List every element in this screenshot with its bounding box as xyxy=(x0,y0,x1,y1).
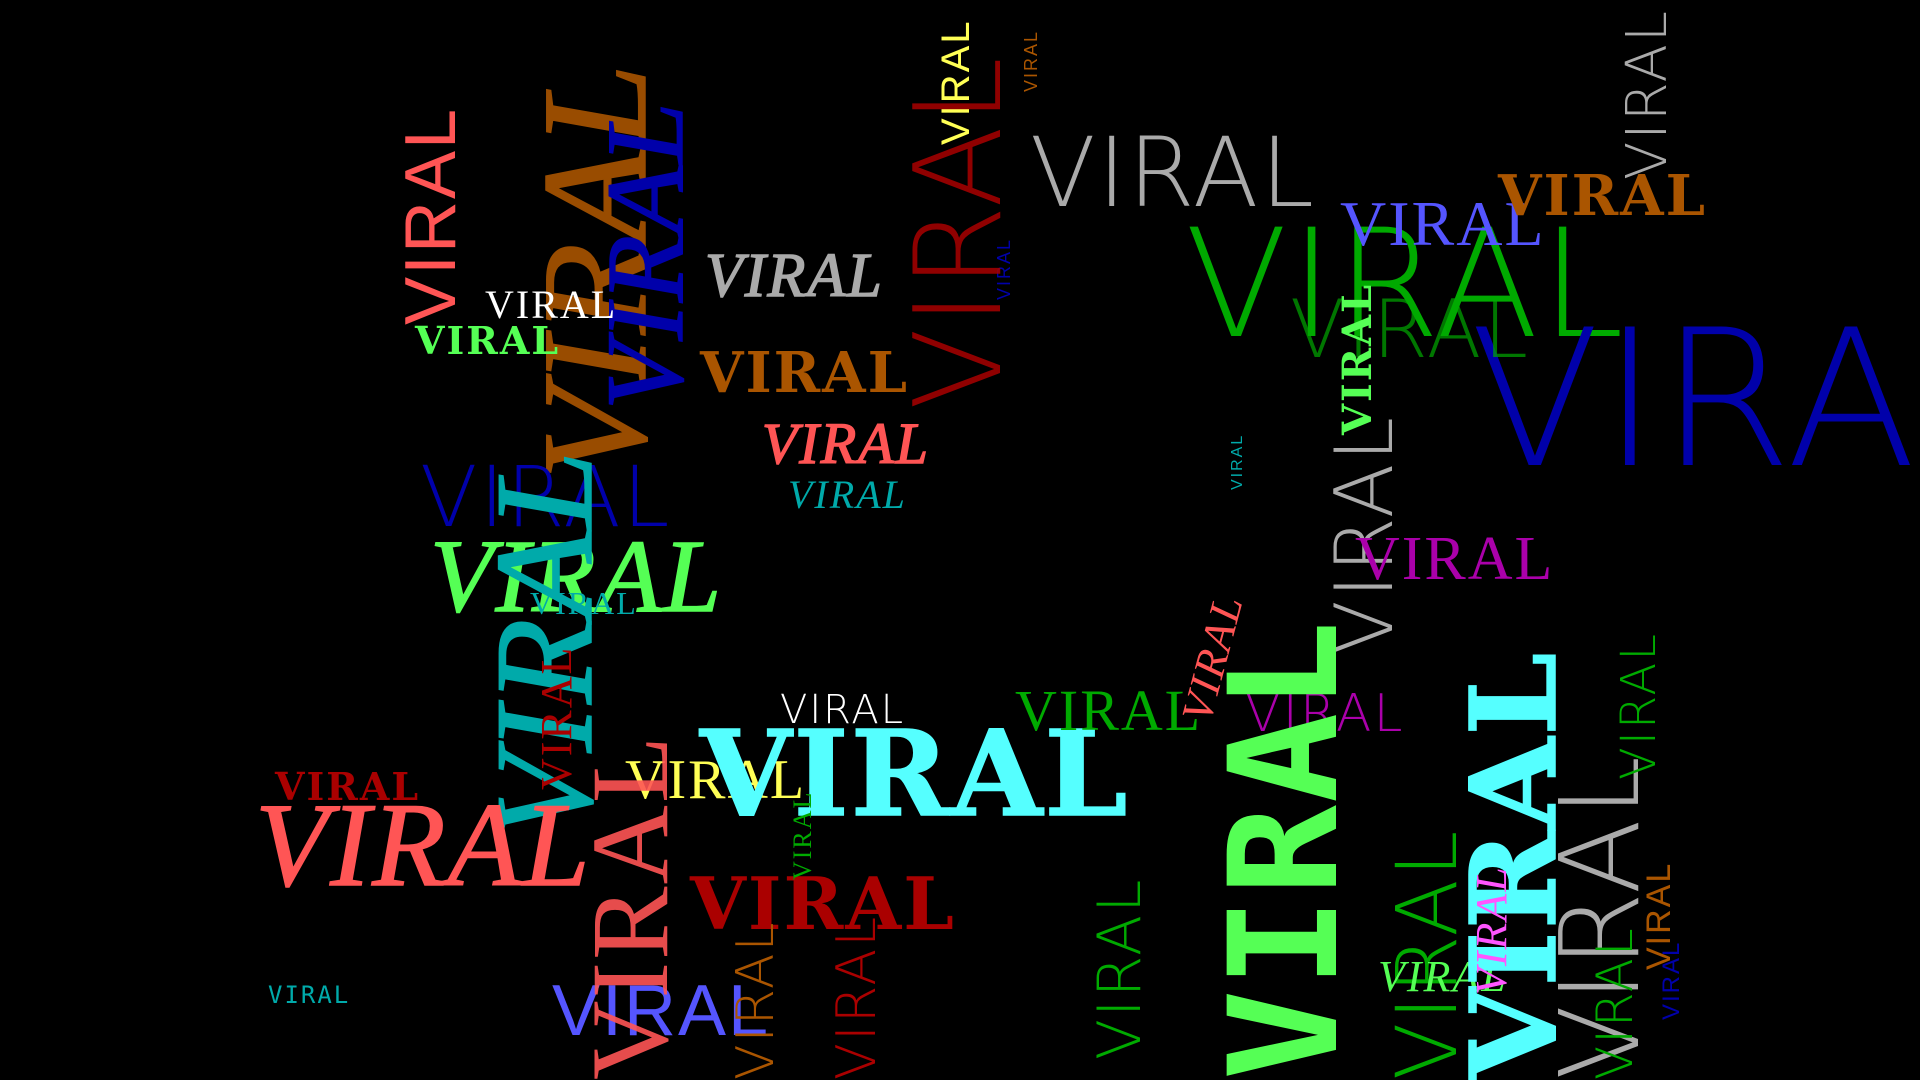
viral-text: VIRAL xyxy=(530,585,638,621)
viral-text: VIRAL xyxy=(1378,952,1508,1001)
viral-text: VIRAL xyxy=(890,55,1029,410)
viral-text: VIRAL xyxy=(788,472,907,517)
viral-text: VIRAL xyxy=(415,318,561,363)
viral-text: VIRAL xyxy=(552,971,771,1051)
viral-text: VIRAL xyxy=(1658,940,1685,1020)
viral-text: VIRAL xyxy=(1467,865,1516,995)
viral-text: VIRAL xyxy=(275,764,421,809)
viral-text: VIRAL xyxy=(726,920,786,1080)
viral-text: VIRAL xyxy=(268,981,351,1009)
viral-text: VIRAL xyxy=(1245,684,1405,744)
viral-text: VIRAL xyxy=(788,790,817,880)
viral-text: VIRAL xyxy=(780,687,905,733)
viral-text: VIRAL xyxy=(1290,283,1530,376)
viral-text: VIRAL xyxy=(583,100,707,411)
viral-text: VIRAL xyxy=(700,340,910,406)
viral-text: VIRAL xyxy=(1355,525,1555,593)
viral-text: VIRAL xyxy=(1498,163,1708,229)
viral-text: VIRAL xyxy=(1030,117,1316,229)
viral-text: VIRAL xyxy=(254,778,592,911)
viral-text: VIRAL xyxy=(704,242,884,310)
viral-text: VIRAL xyxy=(1229,433,1246,490)
viral-text: VIRAL xyxy=(699,704,1130,843)
viral-text: VIRAL xyxy=(1470,289,1920,510)
viral-text: VIRAL xyxy=(429,519,724,634)
viral-text: VIRAL xyxy=(1334,282,1381,435)
viral-text: VIRAL xyxy=(1611,632,1667,780)
viral-text: VIRAL xyxy=(1615,9,1680,180)
viral-text: VIRAL xyxy=(1340,188,1546,259)
viral-text: VIRAL xyxy=(485,282,618,327)
viral-text: VIRAL xyxy=(1015,678,1203,743)
viral-text: VIRAL xyxy=(1185,198,1627,372)
viral-text: VIRAL xyxy=(391,106,471,325)
viral-text: VIRAL xyxy=(1198,618,1372,1080)
viral-text: VIRAL xyxy=(625,749,807,811)
viral-text: VIRAL xyxy=(825,914,888,1080)
viral-text: VIRAL xyxy=(569,733,691,1080)
viral-text: VIRAL xyxy=(1586,926,1644,1080)
viral-text: VIRAL xyxy=(761,411,930,476)
viral-text: VIRAL xyxy=(1085,877,1155,1060)
viral-text: VIRAL xyxy=(420,448,672,546)
viral-text: VIRAL xyxy=(690,861,956,946)
